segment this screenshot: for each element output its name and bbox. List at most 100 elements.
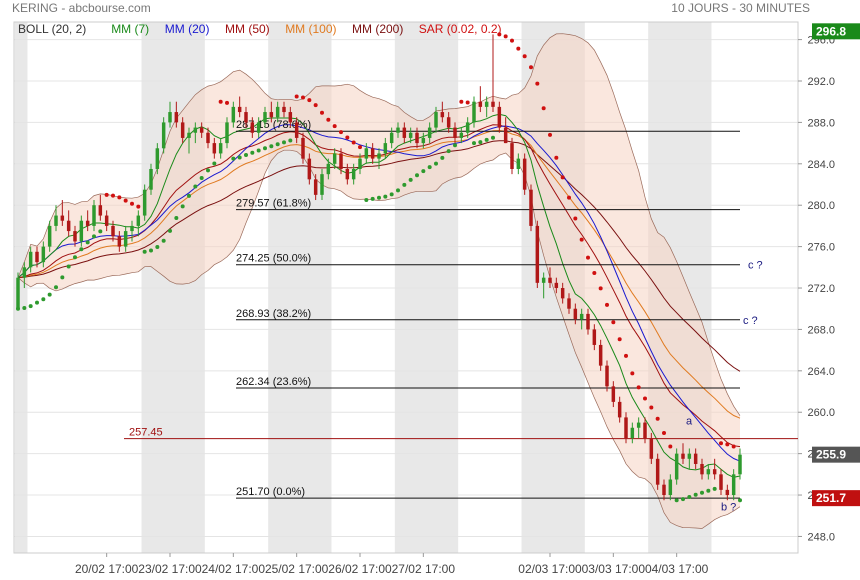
sar-dot — [497, 32, 502, 37]
candle-body — [681, 453, 685, 459]
candle-body — [478, 101, 483, 107]
price-tag-label: 255.9 — [816, 448, 846, 462]
price-tag — [812, 23, 860, 40]
sar-dot — [358, 145, 362, 150]
candle-body — [503, 127, 508, 144]
wave-annotation: b ? — [721, 501, 736, 513]
sar-dot — [225, 100, 229, 105]
sar-dot — [377, 195, 381, 200]
candle-body — [415, 132, 419, 144]
sar-dot — [725, 442, 730, 447]
candle-body — [611, 386, 616, 402]
candle-body — [548, 277, 552, 283]
candle-body — [288, 112, 293, 123]
candle-body — [136, 215, 141, 226]
candle-body — [231, 106, 236, 123]
candle-body — [465, 122, 470, 133]
sar-dot — [193, 184, 198, 189]
y-tick-label: 280.0 — [807, 200, 835, 212]
candle-body — [446, 117, 451, 128]
sar-dot — [237, 155, 242, 160]
candle-body — [700, 463, 704, 475]
sar-dot — [491, 135, 495, 140]
candle-body — [155, 148, 160, 169]
candle-body — [731, 474, 736, 496]
sar-dot — [199, 175, 204, 180]
candle-body — [535, 225, 540, 283]
y-tick-label: 264.0 — [807, 366, 835, 378]
sar-dot — [662, 430, 666, 435]
fib-level-label: 268.93 (38.2%) — [236, 308, 311, 320]
sar-dot — [218, 99, 223, 104]
sar-dot — [136, 204, 141, 209]
sar-dot — [149, 248, 153, 253]
day-band — [14, 22, 28, 553]
candle-body — [586, 313, 590, 330]
candle-body — [377, 153, 381, 159]
sar-dot — [440, 155, 445, 160]
sar-dot — [92, 234, 96, 239]
y-tick-label: 268.0 — [807, 324, 835, 336]
day-band — [394, 22, 459, 553]
sar-dot — [351, 140, 356, 145]
candle-body — [244, 112, 248, 123]
sar-dot — [301, 95, 305, 100]
candle-body — [73, 231, 77, 242]
sar-dot — [180, 204, 185, 209]
legend-entry: MM (200) — [352, 22, 403, 36]
legend-entry: SAR (0.02, 0.2) — [419, 22, 502, 36]
bollinger-band-fill — [18, 33, 740, 529]
candle-body — [218, 143, 223, 154]
sar-dot — [269, 144, 274, 149]
candle-body — [28, 251, 33, 268]
sar-dot — [174, 215, 179, 220]
sar-dot — [624, 353, 628, 358]
sar-dot — [307, 98, 312, 103]
candle-body — [22, 267, 27, 278]
sar-dot — [434, 161, 438, 166]
candle-body — [554, 282, 559, 289]
candle-body — [396, 127, 400, 133]
sar-dot — [554, 155, 559, 160]
candle-body — [541, 277, 546, 283]
wave-annotation: c ? — [748, 260, 763, 272]
sar-dot — [47, 292, 52, 297]
plot-area: 287.15 (78.6%) 279.57 (61.8%) 274.25 (50.0… — [13, 21, 860, 576]
sar-dot — [130, 201, 134, 206]
legend-entry: MM (7) — [111, 22, 149, 36]
x-tick-label: 26/02 17:00 — [328, 562, 392, 576]
sar-dot — [459, 99, 464, 104]
candle-body — [598, 344, 603, 366]
sar-dot — [142, 249, 147, 254]
candle-body — [85, 220, 90, 226]
candle-body — [453, 127, 457, 138]
candle-body — [516, 158, 521, 169]
candle-body — [510, 143, 514, 169]
sar-dot — [529, 65, 533, 70]
candle-body — [117, 236, 122, 247]
candle-body — [725, 489, 730, 496]
candle-body — [440, 112, 445, 118]
candle-body — [484, 101, 489, 107]
candle-body — [624, 417, 628, 439]
candle-body — [389, 132, 394, 144]
sar-dot — [655, 416, 660, 421]
sar-dot — [54, 285, 58, 290]
y-tick-label: 272.0 — [807, 283, 835, 295]
candle-body — [522, 158, 527, 190]
legend-entry: MM (50) — [225, 22, 270, 36]
y-tick-label: 284.0 — [807, 159, 835, 171]
candle-body — [301, 137, 305, 159]
sar-dot — [339, 130, 343, 135]
candle-body — [332, 153, 337, 164]
candle-body — [199, 127, 204, 133]
candle-body — [434, 112, 438, 128]
candle-body — [364, 148, 369, 159]
sar-dot — [535, 81, 540, 86]
candle-body — [47, 225, 52, 247]
sar-dot — [187, 193, 191, 198]
x-tick-label: 25/02 17:00 — [265, 562, 329, 576]
fib-level-label: 274.25 (50.0%) — [236, 253, 311, 265]
sar-dot — [719, 441, 723, 446]
